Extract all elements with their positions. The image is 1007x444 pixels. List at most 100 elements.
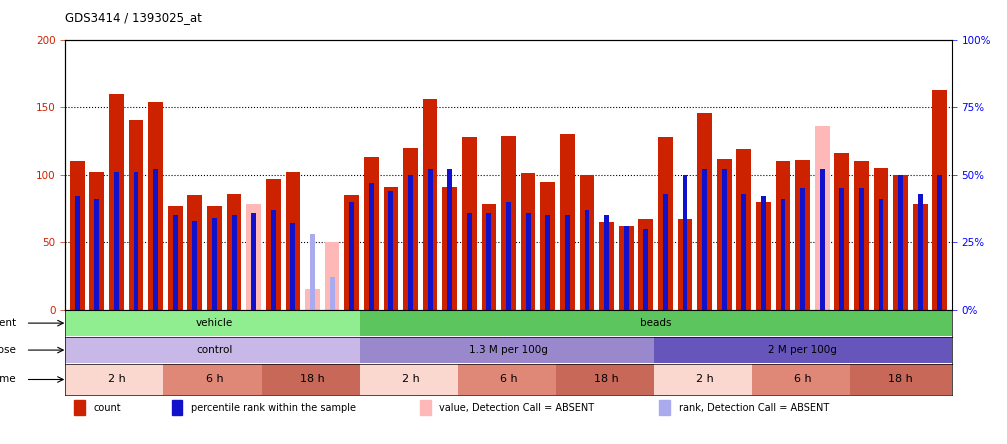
Bar xyxy=(507,202,511,309)
Bar xyxy=(90,172,104,309)
Bar xyxy=(329,277,334,309)
Bar xyxy=(850,364,952,395)
Text: 6 h: 6 h xyxy=(205,374,224,385)
Bar xyxy=(69,161,85,309)
Bar xyxy=(599,222,614,309)
Bar xyxy=(526,213,531,309)
Bar xyxy=(638,219,654,309)
Bar xyxy=(192,221,197,309)
Bar xyxy=(109,94,124,309)
Bar xyxy=(604,215,609,309)
Text: dose: dose xyxy=(0,345,17,355)
Bar xyxy=(187,195,202,309)
Text: count: count xyxy=(94,403,122,413)
Bar xyxy=(168,206,182,309)
Bar xyxy=(359,310,952,336)
Text: 2 h: 2 h xyxy=(108,374,125,385)
Bar xyxy=(874,168,888,309)
Bar xyxy=(546,215,550,309)
Bar xyxy=(619,226,633,309)
Bar xyxy=(678,219,693,309)
Bar xyxy=(756,202,770,309)
Bar xyxy=(580,175,594,309)
Bar xyxy=(75,400,85,415)
Bar xyxy=(359,364,461,395)
Bar xyxy=(697,113,712,309)
Text: time: time xyxy=(0,374,17,385)
Bar xyxy=(815,126,830,309)
Bar xyxy=(481,204,496,309)
Text: value, Detection Call = ABSENT: value, Detection Call = ABSENT xyxy=(439,403,594,413)
Bar xyxy=(423,99,437,309)
Bar xyxy=(556,364,658,395)
Bar xyxy=(442,187,457,309)
Bar xyxy=(173,215,177,309)
Bar xyxy=(389,191,394,309)
Bar xyxy=(796,160,810,309)
Bar xyxy=(207,206,222,309)
Bar xyxy=(359,337,658,363)
Bar xyxy=(654,364,755,395)
Bar xyxy=(486,213,491,309)
Bar xyxy=(403,148,418,309)
Bar xyxy=(717,159,731,309)
Bar xyxy=(324,242,339,309)
Bar xyxy=(290,223,295,309)
Bar xyxy=(262,364,364,395)
Text: 6 h: 6 h xyxy=(499,374,518,385)
Bar xyxy=(163,364,266,395)
Text: vehicle: vehicle xyxy=(195,318,233,328)
Text: 2 h: 2 h xyxy=(402,374,419,385)
Bar xyxy=(584,210,589,309)
Bar xyxy=(369,183,374,309)
Bar xyxy=(148,102,163,309)
Bar xyxy=(775,161,790,309)
Bar xyxy=(305,289,320,309)
Bar xyxy=(835,153,849,309)
Bar xyxy=(560,135,575,309)
Bar xyxy=(854,161,869,309)
Bar xyxy=(134,172,139,309)
Bar xyxy=(65,364,167,395)
Bar xyxy=(859,188,864,309)
Bar xyxy=(736,149,751,309)
Bar xyxy=(247,204,261,309)
Bar xyxy=(447,170,452,309)
Bar xyxy=(643,229,649,309)
Bar xyxy=(266,179,281,309)
Bar xyxy=(840,188,844,309)
Text: 6 h: 6 h xyxy=(794,374,812,385)
Bar xyxy=(384,187,398,309)
Bar xyxy=(349,202,354,309)
Text: 1.3 M per 100g: 1.3 M per 100g xyxy=(469,345,548,355)
Bar xyxy=(932,90,948,309)
Bar xyxy=(65,337,364,363)
Bar xyxy=(227,194,242,309)
Bar xyxy=(658,137,673,309)
Bar xyxy=(501,136,516,309)
Bar xyxy=(917,194,922,309)
Bar xyxy=(153,170,158,309)
Text: agent: agent xyxy=(0,318,17,328)
Bar xyxy=(271,210,276,309)
Bar xyxy=(75,196,80,309)
Bar xyxy=(702,170,707,309)
Text: GDS3414 / 1393025_at: GDS3414 / 1393025_at xyxy=(65,12,202,24)
Bar xyxy=(722,170,727,309)
Text: control: control xyxy=(196,345,233,355)
Bar xyxy=(129,119,143,309)
Bar xyxy=(457,364,560,395)
Bar xyxy=(893,175,908,309)
Bar xyxy=(344,195,359,309)
Bar xyxy=(654,337,952,363)
Bar xyxy=(95,199,100,309)
Bar xyxy=(938,175,943,309)
Bar xyxy=(898,175,903,309)
Text: 18 h: 18 h xyxy=(594,374,619,385)
Text: 18 h: 18 h xyxy=(300,374,325,385)
Bar xyxy=(462,137,476,309)
Bar xyxy=(420,400,431,415)
Bar xyxy=(801,188,805,309)
Bar xyxy=(364,157,379,309)
Bar xyxy=(541,182,555,309)
